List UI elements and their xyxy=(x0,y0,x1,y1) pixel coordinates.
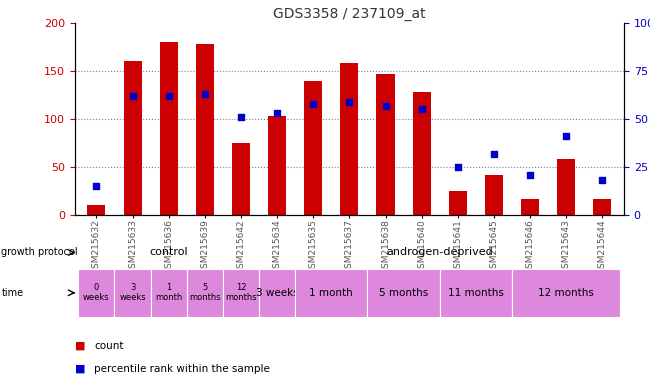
Text: count: count xyxy=(94,341,124,351)
Point xyxy=(561,133,571,139)
Bar xyxy=(268,116,286,215)
Point xyxy=(272,110,282,116)
Text: 11 months: 11 months xyxy=(448,288,504,298)
Text: growth protocol: growth protocol xyxy=(1,247,78,258)
Point xyxy=(489,151,499,157)
Point xyxy=(308,101,318,107)
Point xyxy=(380,103,391,109)
Text: ■: ■ xyxy=(75,364,85,374)
Text: control: control xyxy=(150,247,188,258)
Bar xyxy=(521,199,539,215)
Point xyxy=(525,172,535,178)
Bar xyxy=(557,159,575,215)
Bar xyxy=(413,92,431,215)
Bar xyxy=(485,175,503,215)
Text: 1
month: 1 month xyxy=(155,283,183,303)
Bar xyxy=(593,199,612,215)
Point xyxy=(91,183,101,189)
Point xyxy=(127,93,138,99)
Bar xyxy=(160,42,177,215)
Bar xyxy=(448,191,467,215)
Text: androgen-deprived: androgen-deprived xyxy=(386,247,493,258)
Text: ■: ■ xyxy=(75,341,85,351)
Text: 3 weeks: 3 weeks xyxy=(255,288,298,298)
Text: 3
weeks: 3 weeks xyxy=(119,283,146,303)
Bar xyxy=(87,205,105,215)
Text: 5 months: 5 months xyxy=(379,288,428,298)
Bar xyxy=(341,63,358,215)
Text: 12 months: 12 months xyxy=(538,288,594,298)
Point xyxy=(164,93,174,99)
Point xyxy=(200,91,210,97)
Text: time: time xyxy=(1,288,23,298)
Point xyxy=(236,114,246,120)
Text: 5
months: 5 months xyxy=(189,283,220,303)
Point xyxy=(417,106,427,113)
Bar xyxy=(232,143,250,215)
Bar xyxy=(376,74,395,215)
Point xyxy=(452,164,463,170)
Text: percentile rank within the sample: percentile rank within the sample xyxy=(94,364,270,374)
Point xyxy=(344,99,355,105)
Text: 1 month: 1 month xyxy=(309,288,353,298)
Title: GDS3358 / 237109_at: GDS3358 / 237109_at xyxy=(273,7,426,21)
Bar xyxy=(124,61,142,215)
Bar xyxy=(304,81,322,215)
Point xyxy=(597,177,608,184)
Bar xyxy=(196,44,214,215)
Text: 0
weeks: 0 weeks xyxy=(83,283,110,303)
Text: 12
months: 12 months xyxy=(225,283,257,303)
